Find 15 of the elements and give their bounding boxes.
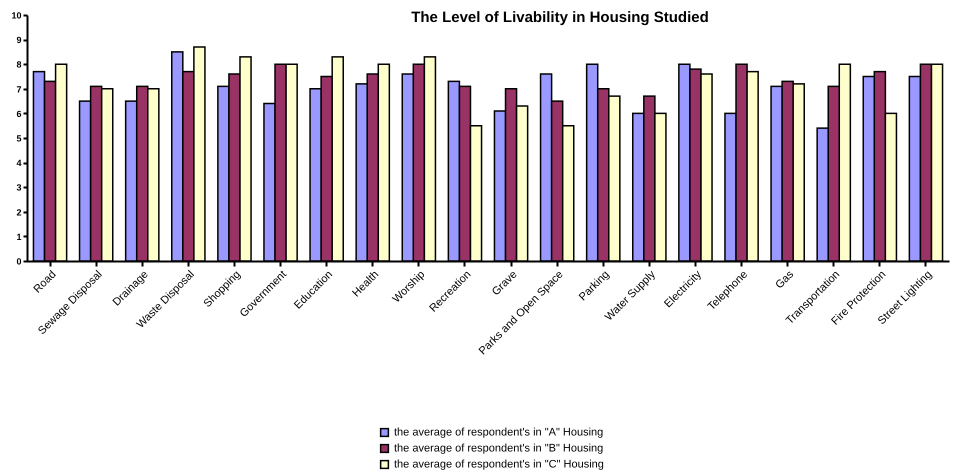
y-tick-label: 8 [16, 60, 22, 70]
y-tick-label: 5 [16, 134, 22, 144]
y-tick-label: 10 [11, 10, 22, 20]
y-tick-label: 3 [16, 182, 22, 193]
y-tick-label: 0 [16, 256, 22, 266]
chart-title: The Level of Livability in Housing Studied [411, 9, 709, 26]
legend-label: the average of respondent's in "C" Housing [394, 458, 604, 470]
legend-label: the average of respondent's in "A" Housing [394, 426, 604, 438]
y-tick-label: 6 [16, 108, 22, 119]
y-tick-label: 1 [16, 232, 22, 242]
y-tick-label: 7 [16, 84, 22, 94]
y-tick-label: 2 [16, 207, 22, 218]
y-tick-label: 4 [16, 158, 22, 168]
y-tick-label: 9 [16, 35, 22, 46]
legend-label: the average of respondent's in "B" Housing [394, 442, 604, 454]
